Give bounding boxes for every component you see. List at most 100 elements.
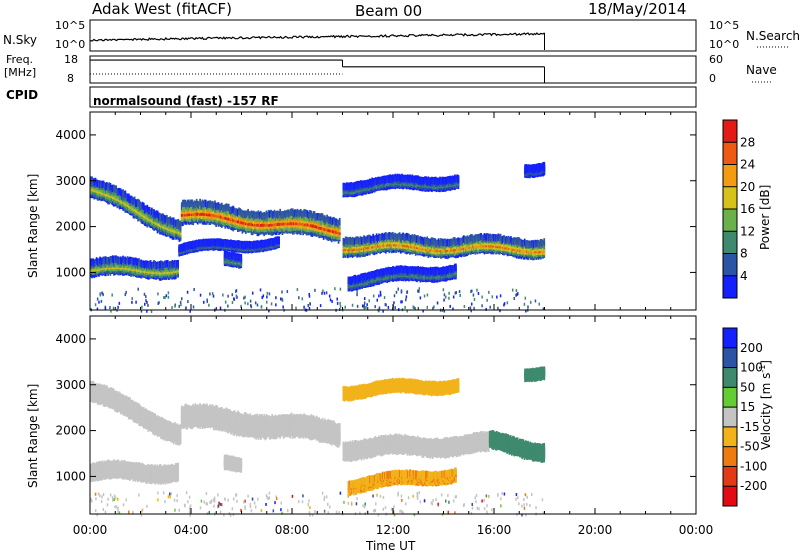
echo-cell xyxy=(351,182,354,191)
echo-cell xyxy=(451,238,454,247)
echo-cell xyxy=(201,239,204,247)
echo-cell xyxy=(169,216,172,224)
echo-cell xyxy=(209,200,212,208)
echo-cell xyxy=(389,174,392,182)
echo-cell xyxy=(456,238,458,246)
echo-cell xyxy=(508,237,511,245)
echo-cell xyxy=(209,238,212,247)
echo-cell xyxy=(440,238,442,246)
echo-cell xyxy=(436,177,439,186)
echo-cell xyxy=(269,210,271,219)
echo-cell xyxy=(224,238,227,247)
echo-cell xyxy=(425,237,427,246)
echo-cell xyxy=(232,205,235,214)
echo-cell xyxy=(265,214,268,223)
echo-cell xyxy=(494,234,496,242)
echo-cell xyxy=(101,257,104,265)
echo-cell xyxy=(354,181,356,190)
echo-cell xyxy=(168,261,170,270)
echo-cell xyxy=(226,250,228,259)
echo-cell xyxy=(485,233,488,241)
echo-cell xyxy=(277,210,279,219)
echo-cell xyxy=(228,251,231,260)
beam-title: Beam 00 xyxy=(355,2,423,20)
echo-cell xyxy=(234,252,237,261)
echo-cell xyxy=(457,237,460,245)
echo-cell xyxy=(250,241,253,249)
echo-cell xyxy=(294,215,296,223)
echo-cell xyxy=(261,239,263,248)
echo-cell xyxy=(405,232,408,241)
echo-cell xyxy=(384,232,387,240)
echo-cell xyxy=(165,214,168,223)
nsky-bottom-tick: 10^0 xyxy=(55,38,86,51)
echo-cell xyxy=(248,240,251,249)
echo-cell xyxy=(212,238,215,246)
echo-cell xyxy=(170,261,173,269)
echo-cell xyxy=(492,233,495,242)
echo-cell xyxy=(436,239,439,248)
echo-cell xyxy=(166,259,169,268)
echo-cell xyxy=(281,227,284,236)
echo-cell xyxy=(111,255,114,263)
echo-cell xyxy=(138,199,141,208)
echo-cell xyxy=(160,260,162,269)
echo-cell xyxy=(526,240,528,248)
echo-cell xyxy=(379,234,381,242)
echo-cell xyxy=(356,180,359,189)
echo-cell xyxy=(261,212,263,220)
echo-cell xyxy=(533,240,535,249)
echo-cell xyxy=(91,258,93,267)
echo-cell xyxy=(426,177,429,185)
echo-cell xyxy=(250,210,253,218)
echo-cell xyxy=(399,233,402,242)
echo-cell xyxy=(434,238,437,246)
echo-cell xyxy=(311,229,314,237)
echo-cell xyxy=(264,212,267,220)
echo-cell xyxy=(306,210,309,218)
nsky-panel xyxy=(89,19,697,52)
echo-cell xyxy=(225,203,228,211)
echo-cell xyxy=(416,175,418,183)
echo-cell xyxy=(490,234,493,243)
echo-cell xyxy=(216,238,218,246)
echo-cell xyxy=(457,174,460,183)
echo-cell xyxy=(387,232,390,241)
echo-cell xyxy=(330,217,333,226)
echo-cell xyxy=(95,257,98,265)
echo-cell xyxy=(139,201,142,209)
echo-cell xyxy=(193,200,196,208)
echo-cell xyxy=(394,173,396,182)
echo-cell xyxy=(279,208,282,217)
echo-cell xyxy=(521,239,524,248)
echo-cell xyxy=(499,233,502,242)
echo-cell xyxy=(412,175,415,184)
echo-cell xyxy=(280,224,283,232)
echo-cell xyxy=(109,255,112,264)
echo-cell xyxy=(503,235,505,243)
echo-cell xyxy=(367,234,370,243)
echo-cell xyxy=(191,240,193,249)
echo-cell xyxy=(183,204,185,212)
echo-cell xyxy=(93,259,96,267)
echo-cell xyxy=(182,199,184,208)
echo-cell xyxy=(90,258,92,266)
echo-cell xyxy=(356,236,359,244)
echo-cell xyxy=(378,176,380,185)
echo-cell xyxy=(481,234,484,243)
echo-cell xyxy=(252,210,255,219)
echo-cell xyxy=(196,214,199,223)
echo-cell xyxy=(138,258,140,266)
echo-cell xyxy=(157,261,160,269)
echo-cell xyxy=(295,223,298,232)
echo-cell xyxy=(265,239,268,247)
echo-cell xyxy=(126,193,129,202)
echo-cell xyxy=(152,209,154,217)
echo-cell xyxy=(402,174,405,183)
echo-cell xyxy=(190,206,192,214)
echo-cell xyxy=(387,175,390,183)
echo-cell xyxy=(406,174,409,182)
echo-cell xyxy=(163,215,166,223)
echo-cell xyxy=(247,241,249,249)
echo-cell xyxy=(511,238,513,246)
